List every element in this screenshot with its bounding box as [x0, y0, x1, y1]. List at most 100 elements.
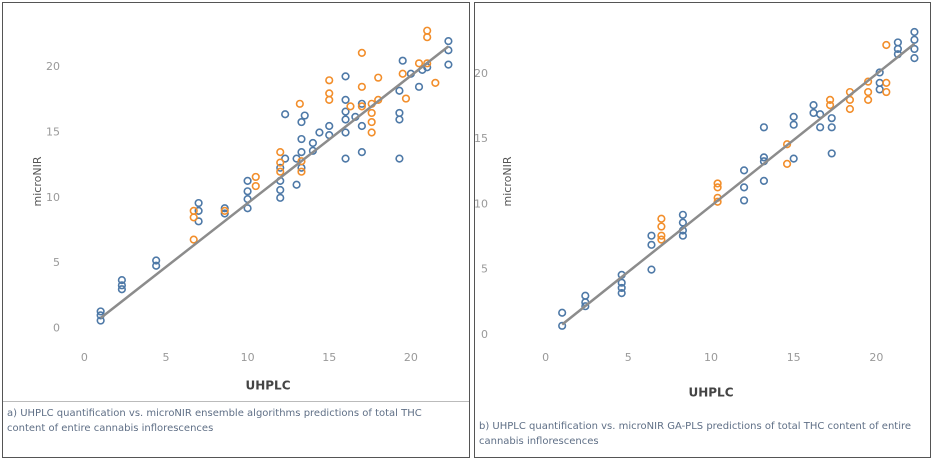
- data-point: [647, 265, 656, 274]
- data-point: [678, 210, 687, 219]
- data-point: [325, 121, 334, 131]
- data-point: [558, 321, 567, 330]
- data-point: [341, 115, 350, 124]
- data-point: [297, 157, 306, 166]
- data-point: [678, 218, 687, 227]
- data-point: [292, 180, 301, 189]
- data-point: [657, 235, 666, 244]
- x-tick-label: 0: [542, 351, 549, 364]
- x-axis-label: UHPLC: [688, 386, 733, 400]
- data-point: [276, 158, 285, 167]
- caption: b) UHPLC quantification vs. microNIR GA-…: [479, 421, 912, 447]
- data-point: [893, 44, 902, 54]
- data-point: [341, 128, 350, 137]
- x-tick-label: 5: [625, 351, 632, 364]
- data-point: [893, 38, 902, 47]
- data-point: [152, 261, 161, 270]
- y-tick-label: 5: [53, 256, 60, 269]
- data-point: [444, 60, 453, 69]
- data-point: [827, 123, 836, 132]
- separator: [3, 401, 469, 402]
- data-point: [864, 95, 873, 104]
- y-tick-label: 0: [53, 321, 60, 334]
- data-point: [678, 231, 687, 240]
- data-point: [395, 108, 404, 118]
- data-point: [276, 167, 285, 176]
- data-point: [910, 27, 919, 37]
- data-point: [117, 275, 126, 285]
- data-point: [374, 73, 383, 82]
- data-point: [357, 48, 366, 57]
- data-point: [825, 95, 835, 104]
- data-point: [276, 193, 285, 202]
- data-point: [864, 77, 873, 86]
- x-axis-label: UHPLC: [245, 379, 290, 393]
- data-point: [864, 87, 873, 97]
- x-tick-label: 5: [162, 351, 169, 364]
- data-point: [423, 33, 432, 42]
- data-point: [882, 40, 891, 50]
- data-point: [431, 78, 440, 88]
- data-point: [357, 82, 366, 91]
- data-point: [398, 56, 407, 65]
- data-point: [423, 59, 432, 68]
- data-point: [739, 183, 749, 192]
- data-point: [398, 69, 407, 78]
- data-point: [194, 198, 203, 208]
- data-point: [341, 95, 350, 104]
- chart: 0 5 10 15 20 0 5 10 15 20 UHPLC microNIR: [31, 26, 453, 393]
- data-point: [276, 163, 285, 172]
- data-point: [581, 291, 590, 300]
- chart-panel: b) UHPLC quantification vs. microNIR GA-…: [474, 2, 931, 458]
- data-point: [243, 176, 252, 185]
- data-point: [759, 153, 769, 162]
- data-point: [117, 285, 126, 294]
- data-point: [647, 231, 656, 240]
- x-tick-label: 10: [704, 351, 718, 364]
- data-point: [297, 117, 306, 127]
- data-point: [194, 206, 203, 215]
- data-point: [875, 78, 884, 88]
- data-point: [276, 185, 285, 195]
- data-point: [657, 222, 666, 231]
- x-tick-label: 10: [241, 351, 255, 364]
- data-point: [281, 154, 290, 163]
- data-point: [295, 99, 304, 108]
- y-tick-label: 15: [475, 132, 488, 145]
- y-tick-label: 5: [481, 263, 488, 276]
- data-point: [759, 176, 769, 185]
- data-point: [357, 99, 366, 108]
- data-point: [789, 120, 798, 129]
- x-tick-label: 15: [787, 351, 801, 364]
- data-point: [657, 214, 666, 223]
- data-point: [325, 89, 334, 98]
- data-point: [739, 166, 749, 175]
- chart-panel: a) UHPLC quantification vs. microNIR ens…: [2, 2, 470, 458]
- x-tick-label: 15: [322, 351, 336, 364]
- data-point: [308, 138, 317, 148]
- data-point: [220, 206, 229, 215]
- data-point: [647, 240, 656, 249]
- data-point: [300, 111, 309, 120]
- data-point: [367, 117, 376, 127]
- data-point: [882, 78, 891, 88]
- data-point: [910, 35, 919, 44]
- y-axis-label: microNIR: [31, 156, 44, 206]
- y-tick-label: 0: [481, 328, 488, 341]
- data-point: [251, 172, 260, 182]
- data-point: [444, 37, 453, 46]
- data-point: [152, 256, 161, 265]
- data-point: [845, 104, 855, 114]
- data-point: [243, 187, 252, 196]
- data-point: [581, 302, 590, 311]
- data-point: [243, 204, 252, 213]
- data-point: [325, 76, 334, 85]
- data-point: [816, 123, 825, 132]
- data-point: [220, 209, 229, 218]
- data-point: [297, 148, 306, 157]
- data-point: [558, 308, 567, 317]
- data-point: [782, 159, 792, 168]
- data-point: [341, 107, 350, 116]
- data-point: [617, 278, 626, 287]
